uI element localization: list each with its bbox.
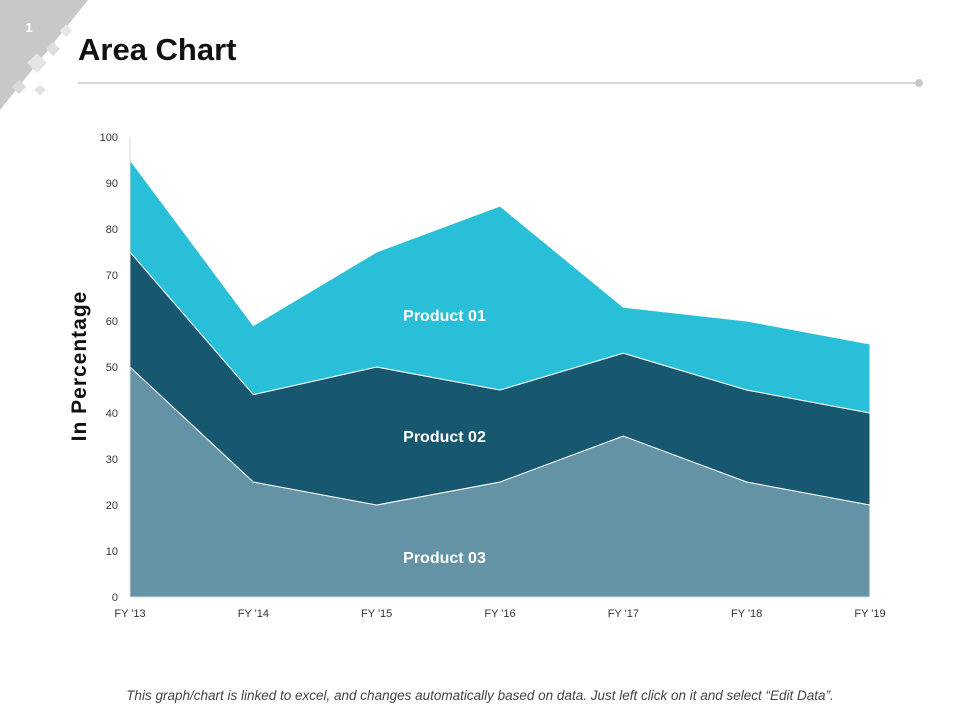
x-tick-label: FY '19 [854, 608, 885, 620]
x-tick-label: FY '15 [361, 608, 392, 620]
y-tick-label: 90 [106, 178, 118, 190]
y-tick-label: 40 [106, 408, 118, 420]
x-tick-label: FY '18 [731, 608, 762, 620]
x-tick-label: FY '16 [484, 608, 515, 620]
area-product-01[interactable] [129, 158, 871, 414]
y-tick-label: 70 [106, 270, 118, 282]
series-label-product-01: Product 01 [403, 308, 486, 325]
slide-number: 1 [25, 20, 33, 35]
series-label-product-02: Product 02 [403, 429, 486, 446]
page-title: Area Chart [78, 32, 237, 67]
title-divider-dot [915, 79, 923, 87]
y-tick-label: 10 [106, 546, 118, 558]
y-tick-label: 60 [106, 316, 118, 328]
y-tick-label: 20 [106, 500, 118, 512]
y-tick-label: 100 [100, 132, 118, 144]
y-tick-label: 30 [106, 454, 118, 466]
title-divider [78, 82, 918, 84]
series-label-product-03: Product 03 [403, 550, 486, 567]
x-tick-label: FY '13 [114, 608, 145, 620]
x-tick-label: FY '17 [608, 608, 639, 620]
y-axis-title: In Percentage [68, 290, 91, 442]
x-tick-label: FY '14 [238, 608, 269, 620]
y-tick-label: 0 [112, 592, 118, 604]
footer-note: This graph/chart is linked to excel, and… [126, 688, 834, 703]
y-tick-label: 80 [106, 224, 118, 236]
y-tick-label: 50 [106, 362, 118, 374]
corner-decoration [0, 0, 88, 110]
